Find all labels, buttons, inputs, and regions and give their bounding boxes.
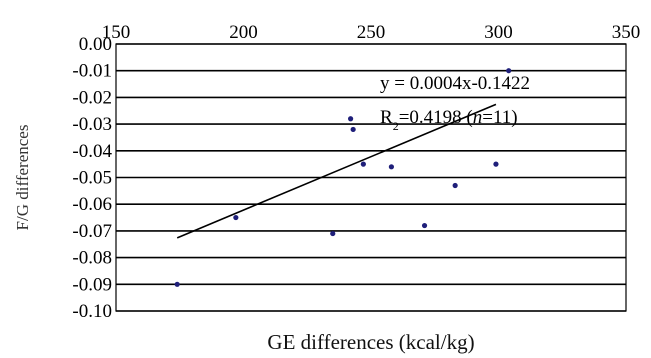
x-tick-label: 200: [229, 22, 258, 43]
equation-text: y = 0.0004x-0.1422: [380, 73, 530, 94]
r-squared-text: R2=0.4198 (n=11): [380, 107, 518, 133]
x-tick-label: 150: [102, 22, 131, 43]
data-point: [452, 182, 458, 189]
y-tick-labels: 0.00 -0.01 -0.02 -0.03 -0.04 -0.05 -0.06 -0.07 -…: [72, 34, 112, 322]
n-italic: n: [473, 107, 483, 128]
y-tick-label: -0.03: [72, 114, 112, 135]
plot-frame: [115, 43, 627, 312]
data-point: [330, 230, 336, 237]
trendline: [176, 103, 497, 239]
y-tick-label: -0.01: [72, 61, 112, 82]
x-tick-label: 350: [612, 22, 641, 43]
r-squared-prefix: R: [380, 107, 393, 128]
regression-equation: y = 0.0004x-0.1422 R2=0.4198 (n=11): [380, 73, 530, 133]
y-tick-label: -0.06: [72, 194, 112, 215]
y-tick-label: -0.07: [72, 221, 112, 242]
n-count: =11): [482, 107, 517, 128]
x-axis-label: GE differences (kcal/kg): [267, 330, 474, 354]
y-tick-label: -0.09: [72, 274, 112, 295]
y-tick-label: -0.08: [72, 248, 112, 269]
data-point: [350, 126, 356, 133]
x-tick-label: 300: [484, 22, 513, 43]
data-point: [493, 161, 499, 167]
r-squared-subscript: 2: [393, 119, 399, 133]
y-tick-label: -0.05: [72, 168, 112, 189]
data-point: [360, 161, 366, 167]
x-tick-label: 250: [357, 22, 386, 43]
y-tick-label: -0.04: [72, 141, 112, 162]
y-axis-label: F/G differences: [13, 125, 32, 231]
data-point: [348, 116, 354, 122]
data-point: [233, 214, 239, 221]
x-tick-labels: 150 200 250 300 350: [102, 22, 641, 43]
data-point: [506, 68, 512, 74]
y-tick-label: -0.02: [72, 87, 112, 108]
data-points: [174, 68, 512, 287]
r-squared-value: =0.4198 (: [399, 107, 473, 128]
data-point: [388, 164, 394, 170]
y-tick-label: 0.00: [79, 34, 112, 55]
y-tick-label: -0.10: [72, 301, 112, 322]
data-point: [421, 222, 428, 229]
data-point: [174, 281, 180, 287]
